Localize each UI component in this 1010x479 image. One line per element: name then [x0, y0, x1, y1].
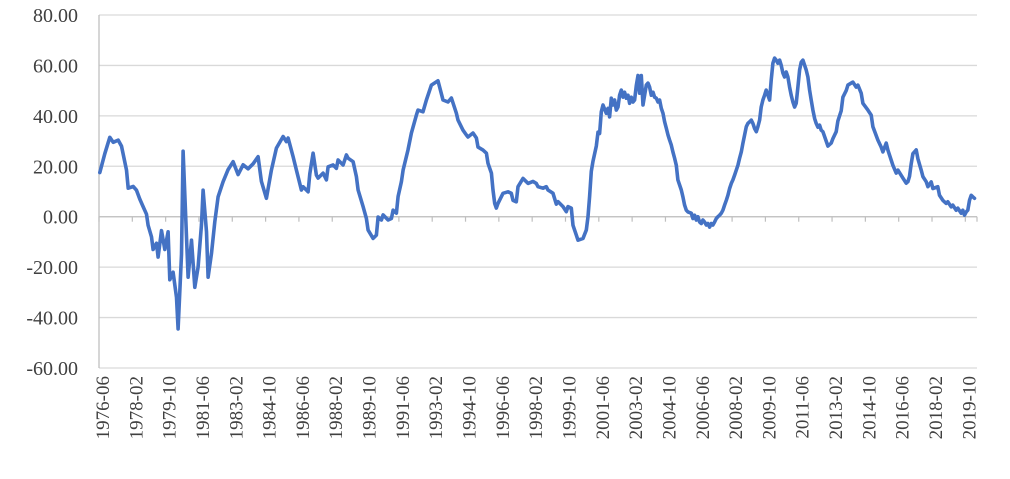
x-axis-label: 2018-02: [926, 376, 947, 439]
y-axis-label: 80.00: [33, 5, 78, 27]
x-axis-label: 1989-10: [360, 376, 381, 439]
y-axis-label: -40.00: [26, 308, 78, 330]
x-axis-label: 2001-06: [593, 376, 614, 439]
x-axis-label: 2013-02: [826, 376, 847, 439]
x-axis-label: 2014-10: [859, 376, 880, 439]
x-axis-label: 1991-06: [393, 376, 414, 439]
x-axis-label: 1983-02: [226, 376, 247, 439]
x-axis-label: 1988-02: [326, 376, 347, 439]
x-axis-label: 1986-06: [293, 376, 314, 439]
y-axis-label: 20.00: [33, 156, 78, 178]
x-axis-label: 2008-02: [726, 376, 747, 439]
x-axis-label: 2009-10: [759, 376, 780, 439]
x-axis-label: 1999-10: [559, 376, 580, 439]
x-axis-label: 1994-10: [460, 376, 481, 439]
x-axis-label: 1976-06: [93, 376, 114, 439]
y-axis-label: -20.00: [26, 257, 78, 279]
x-axis-label: 2004-10: [659, 376, 680, 439]
data-series-line: [98, 56, 977, 331]
x-axis-label: 2019-10: [959, 376, 980, 439]
x-axis-label: 2011-06: [793, 376, 814, 439]
x-axis-label: 1998-02: [526, 376, 547, 439]
y-axis-label: 0.00: [43, 207, 78, 229]
x-axis-label: 1979-10: [160, 376, 181, 439]
x-axis-label: 1984-10: [260, 376, 281, 439]
x-axis-label: 1993-02: [426, 376, 447, 439]
x-axis-label: 2003-02: [626, 376, 647, 439]
x-axis-label: 1981-06: [193, 376, 214, 439]
y-axis-label: 60.00: [33, 55, 78, 77]
x-axis-label: 2006-06: [693, 376, 714, 439]
y-axis-label: 40.00: [33, 106, 78, 128]
y-axis-label: -60.00: [26, 358, 78, 380]
x-axis-label: 1996-06: [493, 376, 514, 439]
x-axis-label: 1978-02: [126, 376, 147, 439]
x-axis-label: 2016-06: [893, 376, 914, 439]
